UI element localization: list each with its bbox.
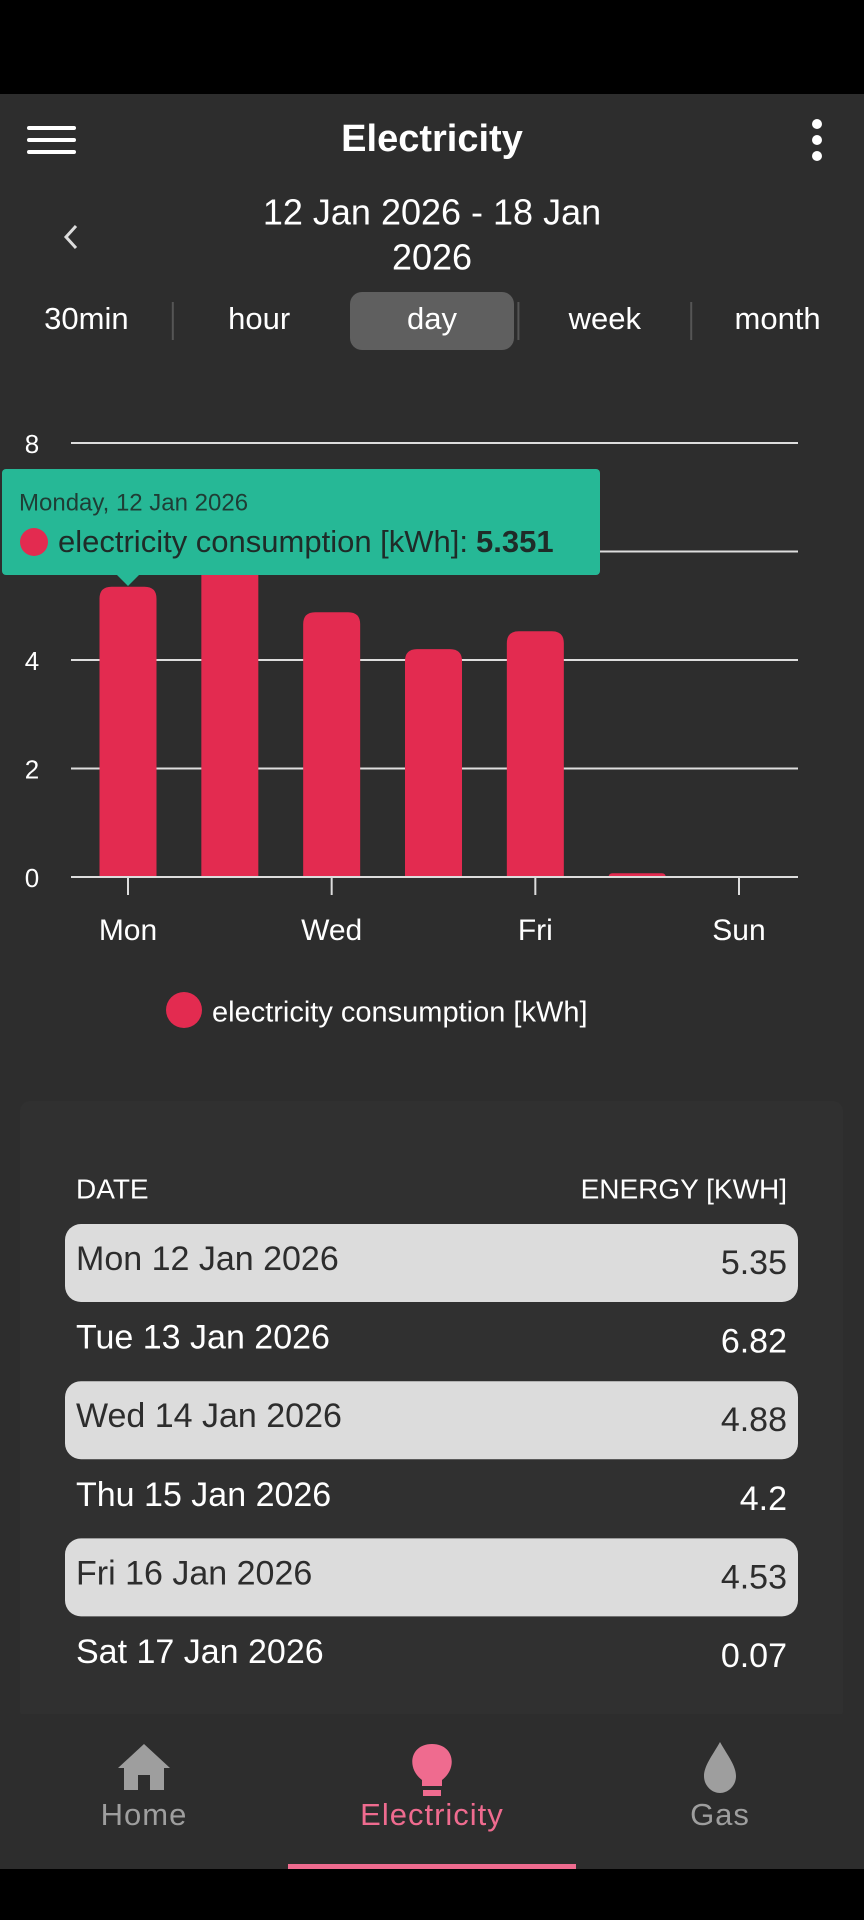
nav-indicator: [288, 1864, 576, 1869]
y-tick-label: 4: [25, 646, 39, 676]
row-stripe: [65, 1381, 798, 1460]
row-energy: 6.82: [721, 1323, 787, 1361]
row-energy: 4.2: [740, 1480, 787, 1518]
tab[interactable]: hour: [228, 301, 290, 336]
tooltip-value: 5.351: [476, 524, 554, 559]
dot: [812, 151, 822, 161]
row-energy: 4.88: [721, 1401, 787, 1439]
menu-bar: [27, 126, 76, 130]
y-tick-label: 2: [25, 754, 39, 784]
nav-icon: [412, 1744, 452, 1796]
bar: [303, 612, 361, 877]
row-energy: 0.07: [721, 1637, 787, 1675]
more-button[interactable]: [812, 119, 822, 161]
table: DATE ENERGY [KWH] Mon 12 Jan 2026 5.35 Tue 1…: [65, 1173, 798, 1675]
tooltip-arrow: [116, 574, 140, 586]
nav-bar: [0, 1869, 864, 1920]
dot: [812, 119, 822, 129]
menu-button[interactable]: [27, 126, 76, 154]
row-stripe: [65, 1538, 798, 1617]
app-title: Electricity: [341, 118, 523, 160]
tab-selected: [350, 292, 514, 350]
bottom-nav-items: Home Electricity Gas: [101, 1742, 750, 1869]
x-tick-label: Wed: [301, 914, 362, 947]
nav-icon: [704, 1742, 736, 1793]
row-date: Tue 13 Jan 2026: [76, 1319, 330, 1357]
row-stripe: [65, 1224, 798, 1302]
status-bar: [0, 0, 864, 94]
row-date: Thu 15 Jan 2026: [76, 1476, 331, 1514]
table-header: ENERGY [KWH]: [581, 1173, 787, 1204]
bar: [99, 586, 157, 877]
row-date: Wed 14 Jan 2026: [76, 1397, 342, 1435]
date-range: 12 Jan 2026 - 18 Jan: [263, 192, 601, 233]
bar: [201, 507, 259, 877]
tooltip-swatch: [20, 528, 48, 556]
nav-icon: [118, 1744, 170, 1790]
tooltip-series: electricity consumption [kWh]:: [58, 524, 468, 559]
menu-bar: [27, 150, 76, 154]
tooltip: [2, 469, 600, 575]
menu-bar: [27, 138, 76, 142]
row-energy: 5.35: [721, 1244, 787, 1282]
legend-label: electricity consumption [kWh]: [212, 997, 588, 1029]
row-date: Mon 12 Jan 2026: [76, 1240, 339, 1278]
tooltip-label: electricity consumption [kWh]: 5.351: [58, 524, 554, 559]
tooltip-title: Monday, 12 Jan 2026: [19, 489, 248, 516]
tab[interactable]: week: [568, 301, 642, 336]
row-energy: 4.53: [721, 1558, 787, 1596]
bar: [405, 649, 462, 877]
table-header: DATE: [76, 1173, 149, 1204]
legend-swatch: [166, 992, 202, 1028]
row-date: Sat 17 Jan 2026: [76, 1633, 324, 1671]
row-date: Fri 16 Jan 2026: [76, 1554, 312, 1592]
x-tick-label: Mon: [99, 914, 157, 947]
nav-label[interactable]: Gas: [690, 1797, 750, 1832]
nav-label[interactable]: Electricity: [360, 1797, 504, 1832]
x-tick-label: Fri: [518, 914, 553, 947]
x-tick-label: Sun: [712, 914, 765, 947]
y-tick-label: 0: [25, 863, 39, 893]
nav-label[interactable]: Home: [101, 1797, 188, 1832]
previous-button[interactable]: [63, 224, 78, 250]
tab[interactable]: 30min: [44, 301, 128, 336]
y-tick-label: 8: [25, 429, 39, 459]
chart: 02468MonWedFriSunMonday, 12 Jan 2026elec…: [2, 429, 798, 1029]
tab[interactable]: day: [407, 301, 457, 336]
bar: [506, 631, 564, 877]
dot: [812, 135, 822, 145]
tabs: 30min hour day week month: [44, 292, 821, 350]
tab[interactable]: month: [735, 301, 821, 336]
date-range: 2026: [392, 237, 472, 278]
